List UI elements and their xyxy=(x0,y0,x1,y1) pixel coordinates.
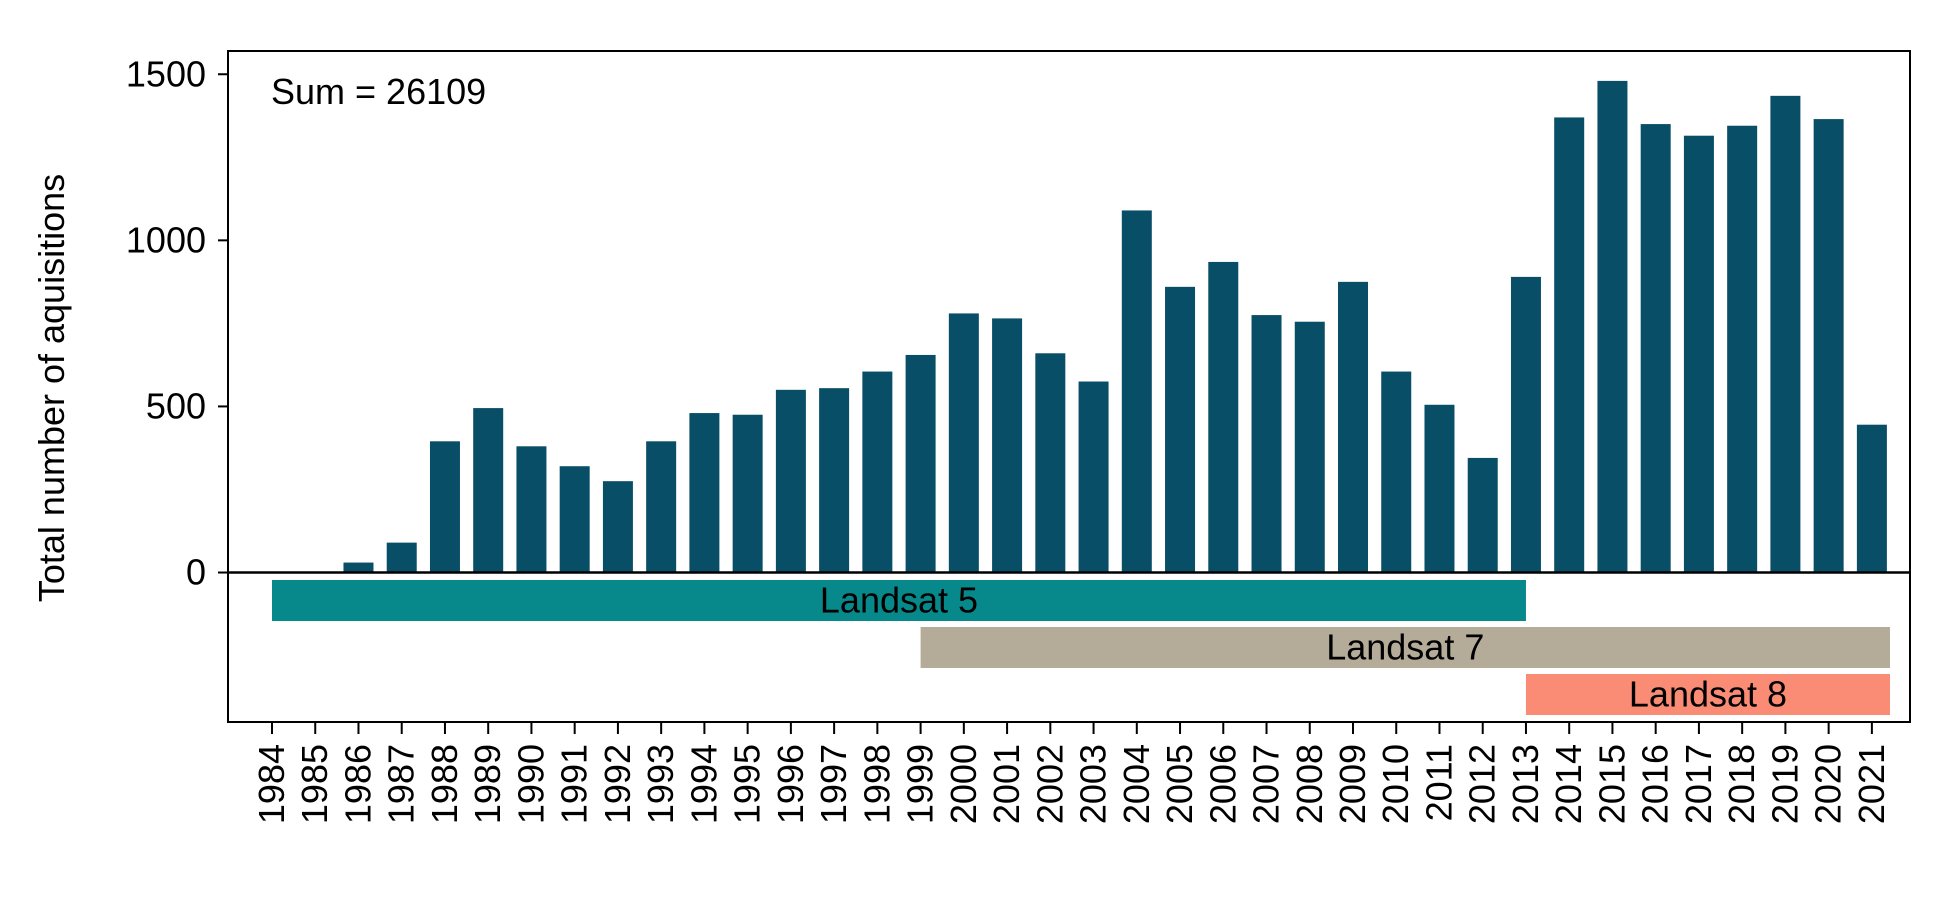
x-tick-label: 2020 xyxy=(1808,744,1849,824)
y-tick-label: 1000 xyxy=(126,219,206,260)
y-axis-ticks: 0 500 1000 1500 xyxy=(126,53,228,593)
bar-2011 xyxy=(1424,404,1455,573)
bar-1992 xyxy=(602,481,633,573)
x-tick-label: 2018 xyxy=(1721,744,1762,824)
bar-2019 xyxy=(1770,95,1801,573)
bar-2010 xyxy=(1381,371,1412,573)
x-tick-label: 2010 xyxy=(1375,744,1416,824)
missions-layer: Landsat 5 Landsat 7 Landsat 8 xyxy=(272,580,1890,715)
bar-1995 xyxy=(732,414,763,573)
x-tick-label: 1992 xyxy=(597,744,638,824)
x-tick-label: 2019 xyxy=(1764,744,1805,824)
x-tick-label: 2009 xyxy=(1332,744,1373,824)
bar-2007 xyxy=(1251,315,1282,573)
mission-bar-landsat-5 xyxy=(272,580,1526,621)
x-axis-ticks: 1984 1985 1986 1987 1988 1989 1990 1991 1992 1993… xyxy=(251,722,1892,824)
x-tick-label: 2005 xyxy=(1159,744,1200,824)
bar-2003 xyxy=(1078,381,1109,573)
x-tick-label: 2004 xyxy=(1116,744,1157,824)
x-tick-label: 2015 xyxy=(1591,744,1632,824)
bar-1988 xyxy=(429,441,460,573)
mission-label: Landsat 8 xyxy=(1629,674,1787,715)
x-tick-label: 2011 xyxy=(1418,744,1459,821)
x-tick-label: 1999 xyxy=(900,744,941,824)
bar-2021 xyxy=(1856,424,1887,573)
bar-2018 xyxy=(1727,125,1758,573)
bar-1987 xyxy=(386,542,417,573)
x-tick-label: 1995 xyxy=(727,744,768,824)
bar-2008 xyxy=(1294,321,1325,573)
x-tick-label: 2002 xyxy=(1029,744,1070,824)
bar-2005 xyxy=(1165,286,1196,573)
bar-1991 xyxy=(559,466,590,573)
bar-2000 xyxy=(948,313,979,573)
x-tick-label: 1990 xyxy=(510,744,551,824)
sum-annotation: Sum = 26109 xyxy=(271,71,486,112)
y-tick-label: 1500 xyxy=(126,53,206,94)
bar-1999 xyxy=(905,354,936,573)
bar-1998 xyxy=(862,371,893,573)
mission-label: Landsat 5 xyxy=(820,580,978,621)
x-tick-label: 2013 xyxy=(1505,744,1546,824)
bar-1996 xyxy=(775,389,806,573)
bar-2002 xyxy=(1035,353,1066,573)
x-tick-label: 2016 xyxy=(1635,744,1676,824)
bar-2004 xyxy=(1121,210,1152,573)
x-tick-label: 1985 xyxy=(294,744,335,824)
bar-2014 xyxy=(1554,117,1585,573)
bars-layer xyxy=(343,80,1887,573)
bar-2009 xyxy=(1338,281,1368,573)
bar-1989 xyxy=(473,408,504,573)
x-tick-label: 2000 xyxy=(943,744,984,824)
x-tick-label: 1988 xyxy=(424,744,465,824)
x-tick-label: 2017 xyxy=(1678,744,1719,824)
bar-2001 xyxy=(992,318,1023,573)
mission-bar-landsat-7 xyxy=(920,627,1890,668)
bar-2006 xyxy=(1208,261,1239,573)
bar-1990 xyxy=(516,446,547,573)
bar-1986 xyxy=(343,562,374,573)
bar-1994 xyxy=(689,413,720,573)
x-tick-label: 2007 xyxy=(1246,744,1287,824)
bar-2016 xyxy=(1640,124,1671,573)
mission-label: Landsat 7 xyxy=(1326,627,1484,668)
x-tick-label: 1994 xyxy=(683,744,724,824)
bar-2017 xyxy=(1683,135,1714,573)
x-tick-label: 2001 xyxy=(986,744,1027,824)
plot-frame xyxy=(227,50,1911,723)
bar-1997 xyxy=(819,388,850,573)
bar-2013 xyxy=(1510,276,1541,573)
x-tick-label: 1998 xyxy=(856,744,897,824)
x-tick-label: 2014 xyxy=(1548,744,1589,824)
x-tick-label: 2021 xyxy=(1851,744,1892,824)
y-tick-label: 0 xyxy=(186,552,206,593)
x-tick-label: 2003 xyxy=(1073,744,1114,824)
bar-2020 xyxy=(1813,119,1844,573)
y-tick-label: 500 xyxy=(146,385,206,426)
x-tick-label: 2008 xyxy=(1289,744,1330,824)
x-tick-label: 2012 xyxy=(1462,744,1503,824)
y-axis-label: Total number of aquisitions xyxy=(31,174,72,602)
x-tick-label: 1996 xyxy=(770,744,811,824)
mission-bar-landsat-8 xyxy=(1525,674,1890,715)
bar-2012 xyxy=(1467,457,1498,573)
bar-1993 xyxy=(646,441,677,573)
x-tick-label: 2006 xyxy=(1202,744,1243,824)
x-tick-label: 1993 xyxy=(640,744,681,824)
x-tick-label: 1987 xyxy=(381,744,422,824)
x-tick-label: 1991 xyxy=(554,744,595,824)
x-tick-label: 1989 xyxy=(467,744,508,824)
x-tick-label: 1984 xyxy=(251,744,292,824)
x-tick-label: 1997 xyxy=(813,744,854,824)
bar-2015 xyxy=(1597,80,1628,573)
x-tick-label: 1986 xyxy=(337,744,378,824)
